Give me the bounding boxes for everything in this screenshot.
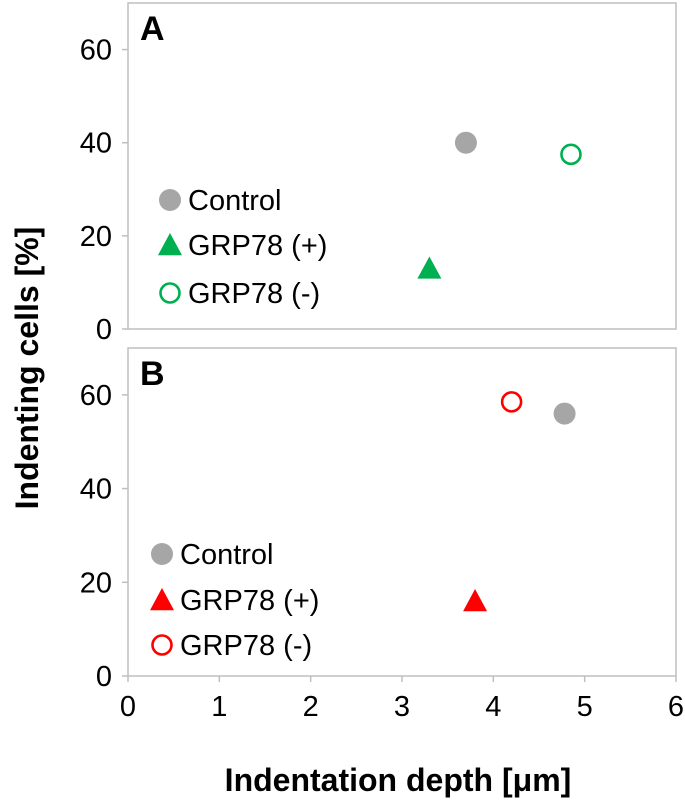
y-tick-label: 0 bbox=[96, 661, 112, 693]
y-tick-label: 40 bbox=[80, 128, 112, 160]
legend-entry-label: GRP78 (+) bbox=[180, 585, 319, 617]
y-tick-label: 20 bbox=[80, 221, 112, 253]
panel-label: B bbox=[140, 355, 165, 393]
legend: Control GRP78 (+) GRP78 (-) bbox=[158, 185, 327, 310]
legend-marker bbox=[159, 189, 181, 211]
data-point bbox=[500, 391, 523, 413]
legend-entry-label: GRP78 (+) bbox=[188, 230, 327, 262]
y-axis-title: Indenting cells [%] bbox=[9, 227, 45, 510]
data-point bbox=[463, 589, 488, 612]
x-axis-title: Indentation depth [μm] bbox=[225, 762, 572, 798]
x-tick-label: 2 bbox=[303, 691, 319, 723]
plot-frame bbox=[127, 2, 677, 330]
data-point bbox=[417, 256, 442, 279]
legend-entry-label: Control bbox=[180, 539, 274, 571]
legend-marker bbox=[151, 543, 173, 565]
panel-b: B 0 20 40 60 0 1 2 3 4 5 6 Control GRP78 (+) GRP78 (-) bbox=[80, 347, 684, 723]
y-tick-label: 0 bbox=[96, 314, 112, 346]
panel-a: A 0 20 40 60 Control GRP78 (+) GRP78 (-) bbox=[80, 2, 677, 346]
panel-label: A bbox=[140, 10, 165, 48]
legend: Control GRP78 (+) GRP78 (-) bbox=[150, 539, 319, 662]
y-tick-label: 20 bbox=[80, 567, 112, 599]
legend-marker bbox=[158, 233, 182, 256]
data-point bbox=[553, 402, 576, 425]
y-tick-label: 60 bbox=[80, 380, 112, 412]
x-tick-label: 1 bbox=[211, 691, 227, 723]
x-tick-label: 4 bbox=[485, 691, 501, 723]
y-tick-label: 60 bbox=[80, 35, 112, 67]
legend-entry-label: Control bbox=[188, 185, 282, 217]
legend-marker bbox=[159, 282, 181, 304]
plot-frame bbox=[127, 347, 677, 677]
legend-entry-label: GRP78 (-) bbox=[180, 630, 312, 662]
y-tick-label: 40 bbox=[80, 474, 112, 506]
x-tick-label: 6 bbox=[668, 691, 684, 723]
x-tick-label: 5 bbox=[577, 691, 593, 723]
x-tick-label: 3 bbox=[394, 691, 410, 723]
legend-entry-label: GRP78 (-) bbox=[188, 278, 320, 310]
legend-marker bbox=[151, 634, 173, 656]
data-point bbox=[560, 143, 582, 166]
x-tick-label: 0 bbox=[120, 691, 136, 723]
legend-marker bbox=[150, 588, 174, 611]
data-point bbox=[454, 131, 477, 154]
